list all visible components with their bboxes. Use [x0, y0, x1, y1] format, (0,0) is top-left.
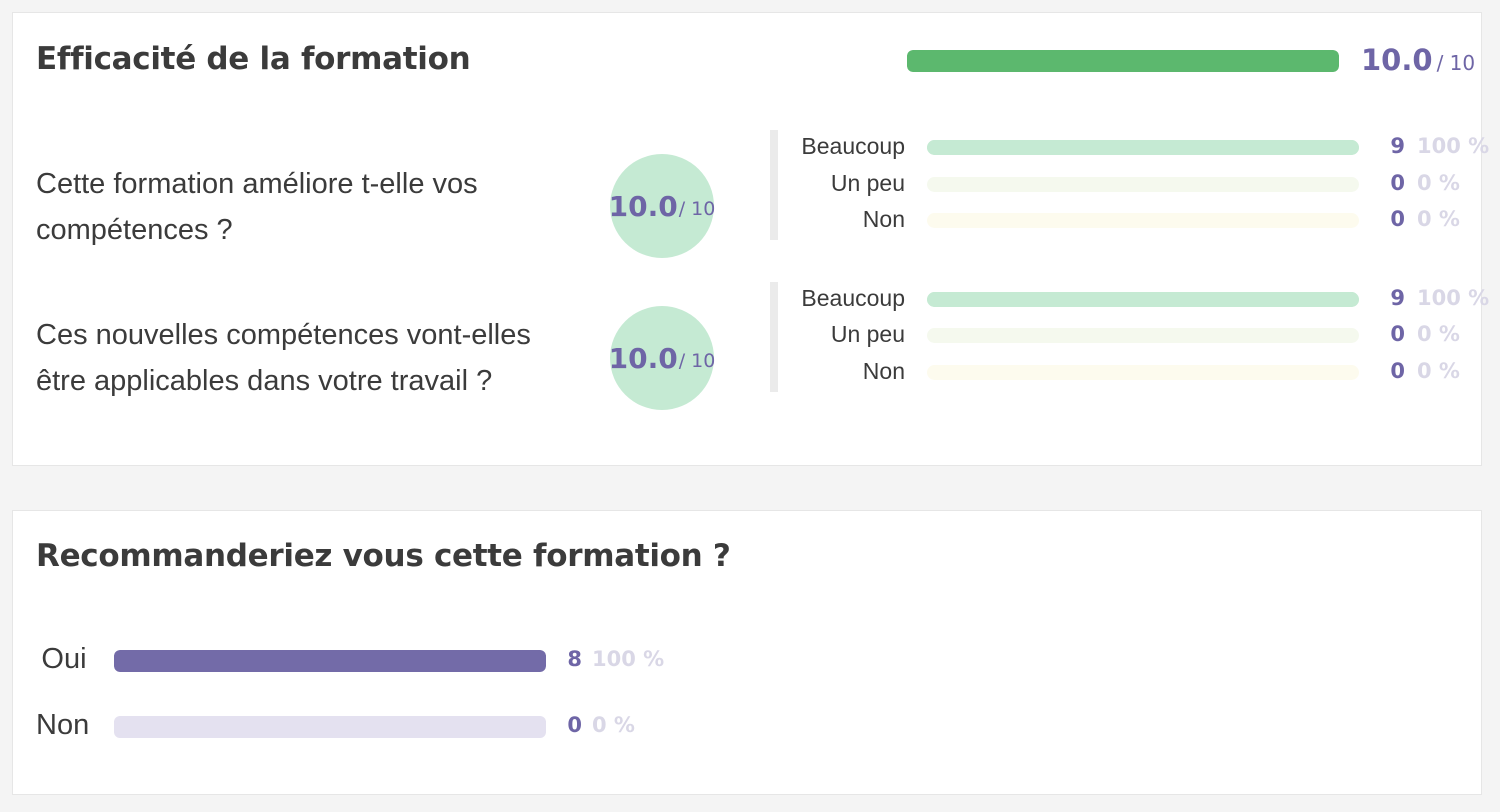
option-bar	[114, 716, 546, 738]
option-label: Beaucoup	[801, 285, 905, 311]
option-label: Un peu	[830, 170, 905, 196]
question-2-option-non: Non 0 0 %	[783, 354, 1483, 390]
option-percent: 100 %	[1417, 134, 1490, 158]
question-1-option-un-peu: Un peu 0 0 %	[783, 166, 1483, 202]
option-label: Oui	[41, 643, 87, 675]
option-label: Beaucoup	[801, 133, 905, 159]
effectiveness-title: Efficacité de la formation	[36, 41, 471, 77]
option-percent: 0 %	[1417, 322, 1460, 346]
question-1-text: Cette formation améliore t-elle vos comp…	[36, 168, 478, 246]
option-percent: 100 %	[1417, 286, 1490, 310]
option-percent: 0 %	[1417, 171, 1460, 195]
option-bar-fill	[927, 292, 1359, 307]
option-bar	[927, 177, 1359, 192]
question-2-score-value: 10.0	[608, 341, 678, 375]
question-1-score-circle: 10.0/ 10	[608, 154, 716, 258]
question-2-divider	[770, 282, 778, 392]
option-label: Non	[862, 358, 905, 384]
option-count: 0	[1390, 359, 1405, 383]
option-percent: 0 %	[592, 713, 635, 737]
option-count: 0	[1390, 207, 1405, 231]
option-count: 9	[1390, 286, 1405, 310]
recommend-card: Recommanderiez vous cette formation ? Ou…	[12, 510, 1482, 795]
option-bar-fill	[114, 650, 546, 672]
option-bar-fill	[927, 140, 1359, 155]
recommend-title: Recommanderiez vous cette formation ?	[36, 538, 731, 574]
overall-score-bar-fill	[907, 50, 1339, 72]
question-1-option-non: Non 0 0 %	[783, 202, 1483, 238]
option-bar	[114, 650, 546, 672]
option-bar	[927, 328, 1359, 343]
option-bar	[927, 140, 1359, 155]
question-1-option-beaucoup: Beaucoup 9 100 %	[783, 129, 1489, 165]
recommend-option-oui: Oui 8 100 %	[36, 641, 736, 681]
option-count: 9	[1390, 134, 1405, 158]
overall-score-bar	[907, 50, 1339, 72]
option-percent: 0 %	[1417, 359, 1460, 383]
option-count: 0	[1390, 171, 1405, 195]
option-label: Non	[36, 709, 90, 741]
question-2-text: Ces nouvelles compétences vont-elles êtr…	[36, 319, 531, 397]
question-2-score-circle: 10.0/ 10	[608, 306, 716, 410]
option-bar	[927, 292, 1359, 307]
question-2-option-beaucoup: Beaucoup 9 100 %	[783, 281, 1489, 317]
overall-score: 10.0/ 10	[1361, 43, 1475, 77]
question-1-divider	[770, 130, 778, 240]
option-percent: 100 %	[592, 647, 665, 671]
effectiveness-card: Efficacité de la formation 10.0/ 10 Cett…	[12, 12, 1489, 466]
option-bar	[927, 365, 1359, 380]
option-count: 8	[567, 647, 582, 671]
option-label: Non	[862, 206, 905, 232]
option-bar	[927, 213, 1359, 228]
option-percent: 0 %	[1417, 207, 1460, 231]
overall-score-value: 10.0	[1361, 43, 1433, 77]
question-2-score-max: / 10	[678, 350, 716, 372]
question-1-score-max: / 10	[678, 198, 716, 220]
question-1-score-value: 10.0	[608, 189, 678, 223]
option-count: 0	[567, 713, 582, 737]
option-label: Un peu	[830, 321, 905, 347]
overall-score-max: / 10	[1436, 51, 1476, 75]
question-2-option-un-peu: Un peu 0 0 %	[783, 317, 1483, 353]
option-count: 0	[1390, 322, 1405, 346]
recommend-option-non: Non 0 0 %	[36, 707, 736, 747]
